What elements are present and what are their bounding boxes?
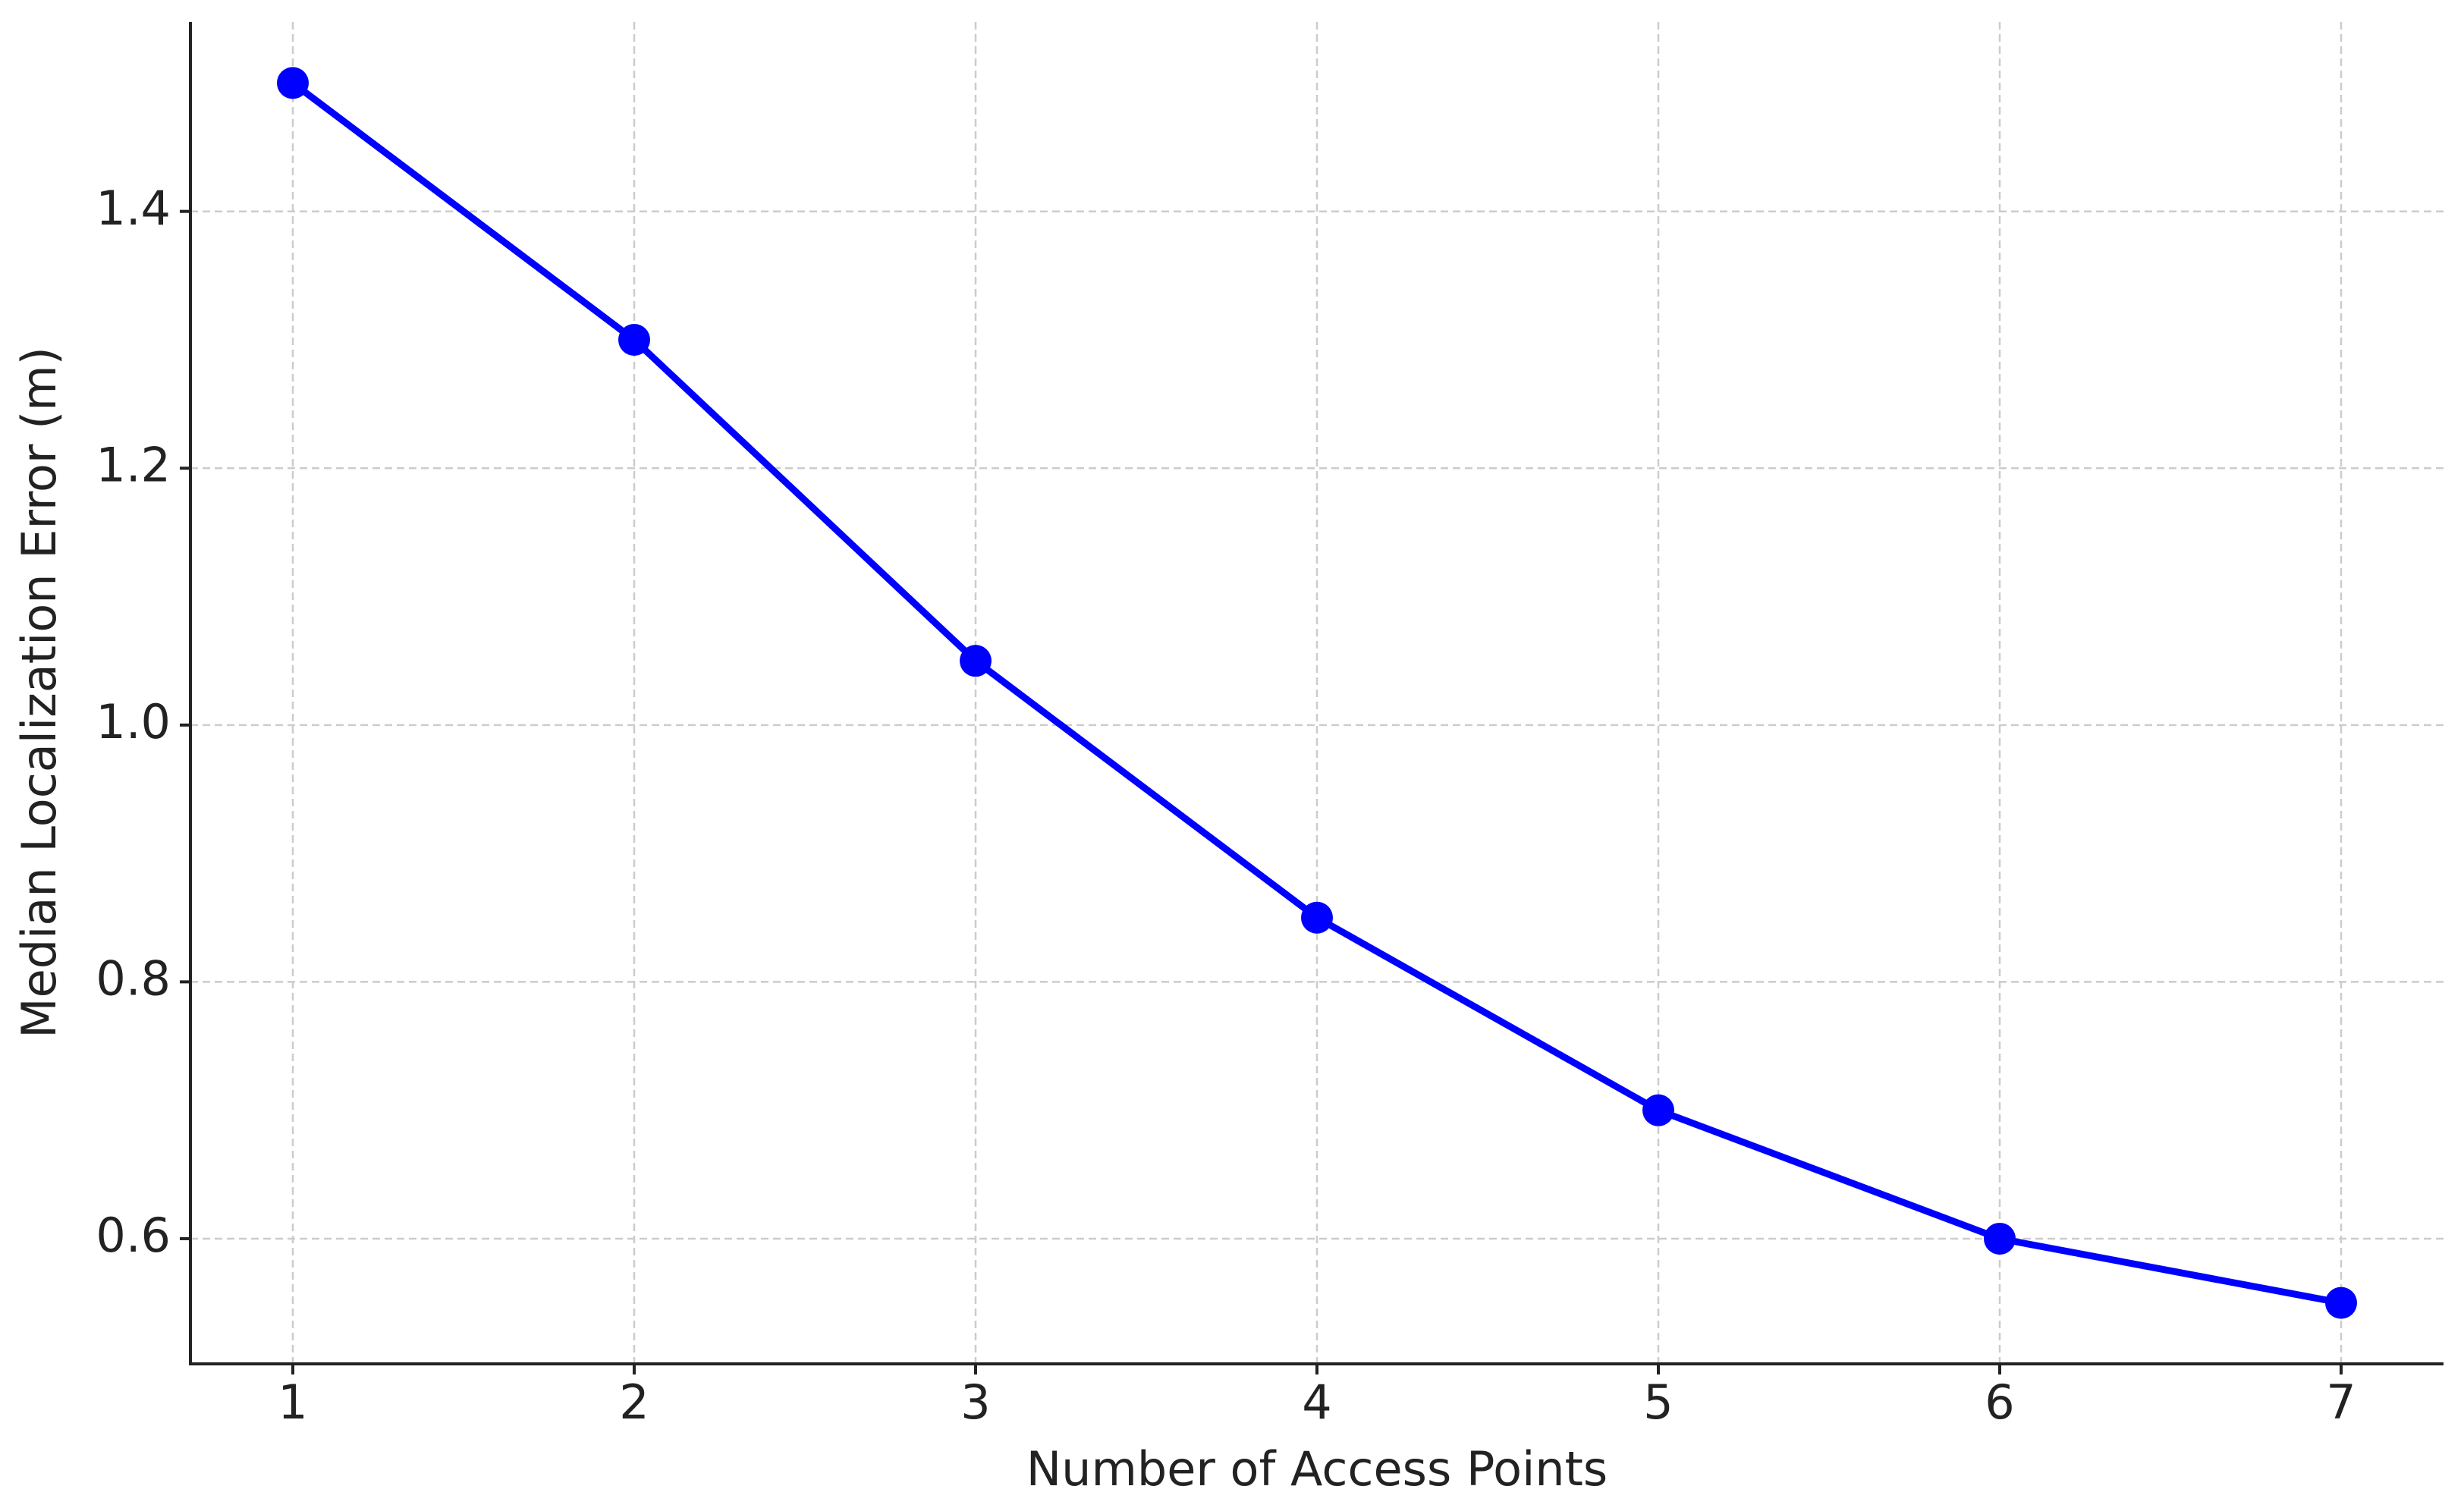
data-point	[2325, 1287, 2357, 1319]
y-tick-label: 0.8	[96, 950, 171, 1006]
x-tick-label: 5	[1643, 1374, 1673, 1430]
x-tick-label: 6	[1985, 1374, 2014, 1430]
x-tick-label: 7	[2326, 1374, 2356, 1430]
y-tick-label: 1.2	[96, 437, 171, 492]
data-point	[1642, 1094, 1674, 1126]
x-tick-label: 2	[619, 1374, 649, 1430]
x-tick-label: 4	[1302, 1374, 1331, 1430]
y-tick-label: 1.4	[96, 181, 171, 236]
data-point	[1984, 1222, 2016, 1255]
data-point	[618, 323, 650, 356]
y-tick-label: 0.6	[96, 1208, 171, 1263]
x-tick-label: 1	[278, 1374, 307, 1430]
data-point	[277, 67, 309, 99]
y-tick-label: 1.0	[96, 694, 171, 749]
x-tick-label: 3	[960, 1374, 990, 1430]
data-point	[1301, 901, 1333, 934]
data-point	[960, 645, 992, 677]
x-axis-label: Number of Access Points	[1026, 1441, 1608, 1497]
y-axis-label: Median Localization Error (m)	[11, 347, 67, 1038]
